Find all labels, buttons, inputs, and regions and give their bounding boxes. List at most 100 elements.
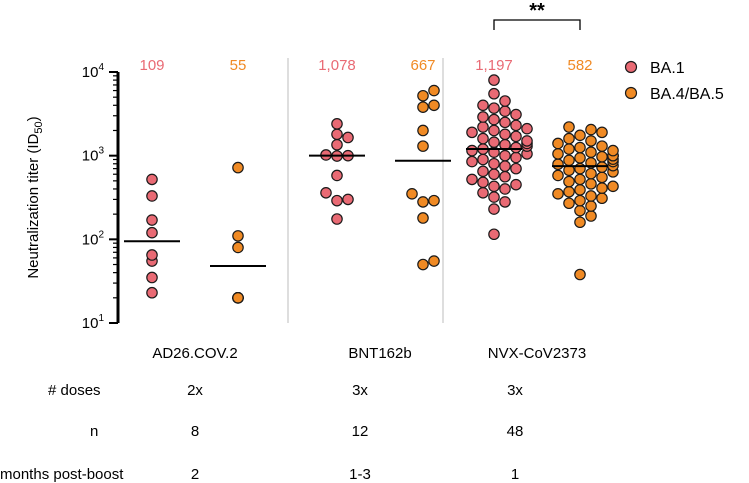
data-point	[574, 268, 586, 281]
data-point	[563, 121, 575, 133]
data-point	[596, 182, 608, 194]
y-axis-label: Neutralization titer (ID50)	[25, 116, 45, 278]
legend-label: BA.4/BA.5	[650, 86, 724, 103]
data-point	[607, 180, 619, 193]
y-tick-label: 103	[82, 146, 105, 165]
data-point	[488, 74, 500, 86]
data-point	[499, 183, 511, 195]
data-point	[499, 105, 511, 117]
data-point	[499, 160, 511, 172]
data-point	[146, 214, 158, 226]
data-point	[146, 249, 158, 261]
data-point	[428, 84, 440, 97]
data-point	[499, 116, 511, 129]
data-point	[146, 286, 158, 299]
gmt-label: 55	[230, 57, 247, 74]
data-point	[331, 138, 343, 151]
data-point	[499, 170, 511, 183]
y-tick-label: 102	[82, 229, 105, 248]
data-point	[574, 129, 586, 142]
gmt-label: 1,078	[318, 57, 356, 74]
data-point	[510, 178, 522, 191]
data-point	[466, 126, 478, 139]
data-point	[488, 228, 500, 241]
data-point	[574, 184, 586, 196]
data-point	[477, 165, 489, 178]
data-point	[488, 124, 500, 137]
data-point	[596, 192, 608, 205]
data-point	[417, 89, 429, 102]
legend-label: BA.1	[650, 60, 685, 77]
table-cell: 48	[507, 423, 524, 440]
data-point	[477, 111, 489, 123]
x-group-label: AD26.COV.2	[152, 345, 237, 362]
data-point	[477, 121, 489, 133]
data-point	[232, 241, 244, 254]
gmt-label: 109	[139, 57, 164, 74]
data-point	[521, 135, 533, 147]
data-point	[510, 130, 522, 143]
data-point	[607, 144, 619, 157]
table-cell: 1	[511, 466, 519, 483]
data-point	[488, 203, 500, 215]
data-point	[488, 113, 500, 126]
data-point	[563, 175, 575, 188]
table-cell: 2	[191, 466, 199, 483]
data-point	[417, 124, 429, 137]
gmt-label: 667	[410, 57, 435, 74]
data-point	[466, 173, 478, 186]
data-point	[417, 212, 429, 224]
data-point	[146, 190, 158, 202]
data-point	[342, 193, 354, 206]
data-point	[585, 210, 597, 222]
table-cell: 12	[352, 423, 369, 440]
data-point	[428, 255, 440, 267]
data-point	[477, 99, 489, 112]
table-cell: 8	[191, 423, 199, 440]
data-point	[428, 194, 440, 207]
data-point	[331, 118, 343, 130]
data-point	[499, 196, 511, 208]
data-point	[466, 155, 478, 168]
table-cell: 2x	[187, 382, 203, 399]
data-point	[574, 162, 586, 175]
data-point	[510, 141, 522, 154]
data-point	[488, 180, 500, 193]
legend-marker	[624, 60, 638, 74]
data-point	[146, 226, 158, 239]
data-point	[574, 173, 586, 186]
data-point	[585, 123, 597, 136]
y-tick-label: 101	[82, 313, 105, 332]
data-point	[331, 194, 343, 207]
y-tick-label: 104	[82, 62, 105, 81]
significance-marker: **	[529, 0, 545, 22]
data-point	[574, 216, 586, 229]
data-point	[331, 169, 343, 182]
data-point	[477, 186, 489, 199]
data-point	[417, 258, 429, 271]
data-point	[596, 171, 608, 184]
data-point	[552, 188, 564, 200]
data-point	[596, 140, 608, 152]
data-point	[563, 143, 575, 155]
gmt-label: 1,197	[475, 57, 513, 74]
data-point	[406, 188, 418, 200]
data-point	[585, 167, 597, 180]
data-point	[146, 173, 158, 186]
data-point	[585, 135, 597, 147]
table-row-label: n	[90, 423, 98, 440]
data-point	[585, 190, 597, 202]
data-point	[417, 140, 429, 152]
data-point	[477, 176, 489, 189]
data-point	[146, 271, 158, 284]
data-point	[563, 185, 575, 198]
data-point	[552, 137, 564, 150]
data-point	[488, 87, 500, 100]
data-point	[585, 200, 597, 212]
significance-bracket	[493, 19, 581, 30]
data-point	[331, 128, 343, 141]
data-point	[477, 153, 489, 166]
data-point	[342, 131, 354, 144]
data-point	[488, 191, 500, 203]
data-point	[510, 108, 522, 121]
